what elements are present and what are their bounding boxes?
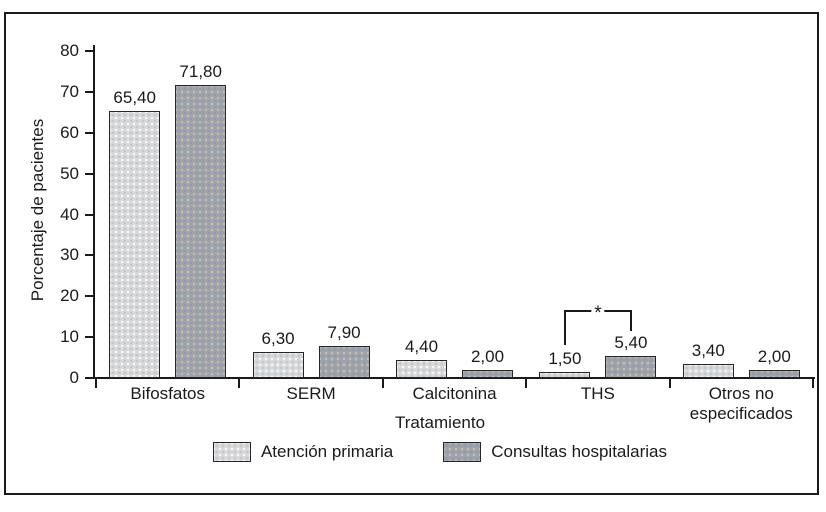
bar (605, 356, 657, 378)
legend-swatch-dark-icon (443, 442, 482, 462)
category-label-line: Calcitonina (412, 384, 497, 403)
y-tick (85, 131, 93, 134)
bar (175, 85, 227, 378)
bar-value-label: 3,40 (691, 341, 725, 360)
legend-item-atencion-primaria: Atención primaria (212, 442, 394, 462)
bar (396, 360, 447, 378)
bar (318, 346, 370, 378)
y-axis-line (93, 45, 95, 379)
bar-value-label: 2,00 (470, 347, 505, 366)
y-tick (85, 90, 93, 93)
significance-bracket-left-drop (563, 310, 566, 345)
bar (682, 364, 734, 378)
category-label-line: Bifosfatos (130, 384, 206, 403)
category-label: Bifosfatos (96, 384, 239, 404)
y-tick-label: 30 (60, 245, 79, 265)
y-tick (85, 172, 93, 175)
y-tick-label: 10 (60, 327, 79, 347)
bar-value-label: 71,80 (179, 62, 222, 81)
figure-frame (4, 12, 819, 495)
x-tick (381, 379, 384, 388)
legend-swatch-light-icon (212, 442, 251, 462)
bar (748, 370, 800, 378)
bar-value-label: 1,50 (548, 349, 582, 368)
bar-value-label: 7,90 (327, 323, 361, 342)
x-tick (812, 379, 814, 388)
bar-value-label: 4,40 (404, 337, 439, 356)
bar (109, 111, 161, 378)
y-tick-label: 80 (60, 41, 79, 60)
bar (462, 370, 513, 378)
category-label-line: Otros no (708, 384, 774, 403)
bar-value-label: 6,30 (261, 329, 295, 348)
significance-asterisk: * (591, 303, 605, 325)
x-axis-line (93, 377, 815, 379)
y-tick-label: 40 (60, 204, 79, 224)
bar (252, 352, 304, 378)
significance-bracket-right-drop (629, 310, 632, 331)
legend-label: Consultas hospitalarias (491, 442, 668, 461)
y-tick-label: 20 (60, 286, 79, 306)
legend-item-consultas-hospitalarias: Consultas hospitalarias (443, 442, 667, 462)
y-tick (85, 295, 93, 298)
x-axis-title: Tratamiento (394, 413, 486, 432)
legend-label: Atención primaria (260, 442, 394, 461)
y-tick (85, 254, 93, 257)
category-label: Otros no especificados (670, 384, 813, 424)
y-tick-label: 60 (60, 122, 79, 142)
bar-value-label: 5,40 (614, 333, 648, 352)
legend: Atención primaria Consultas hospitalaria… (90, 442, 790, 462)
category-label-line: SERM (286, 384, 336, 403)
y-tick (85, 50, 93, 52)
x-tick (238, 379, 241, 388)
x-tick (95, 379, 97, 388)
y-tick-label: 70 (60, 81, 79, 101)
y-tick (85, 336, 93, 339)
y-tick (85, 213, 93, 216)
y-tick-label: 50 (60, 163, 79, 183)
category-label: SERM (239, 384, 382, 404)
category-label: Calcitonina (383, 384, 526, 404)
bar-value-label: 2,00 (757, 347, 791, 366)
bar (539, 372, 591, 378)
y-tick-label: 0 (69, 368, 79, 387)
y-tick (85, 377, 93, 379)
category-label-line: especificados (689, 404, 793, 423)
category-label: THS (526, 384, 669, 404)
category-label-line: THS (580, 384, 615, 403)
x-tick (668, 379, 671, 388)
x-tick (525, 379, 528, 388)
bar-value-label: 65,40 (113, 88, 156, 107)
